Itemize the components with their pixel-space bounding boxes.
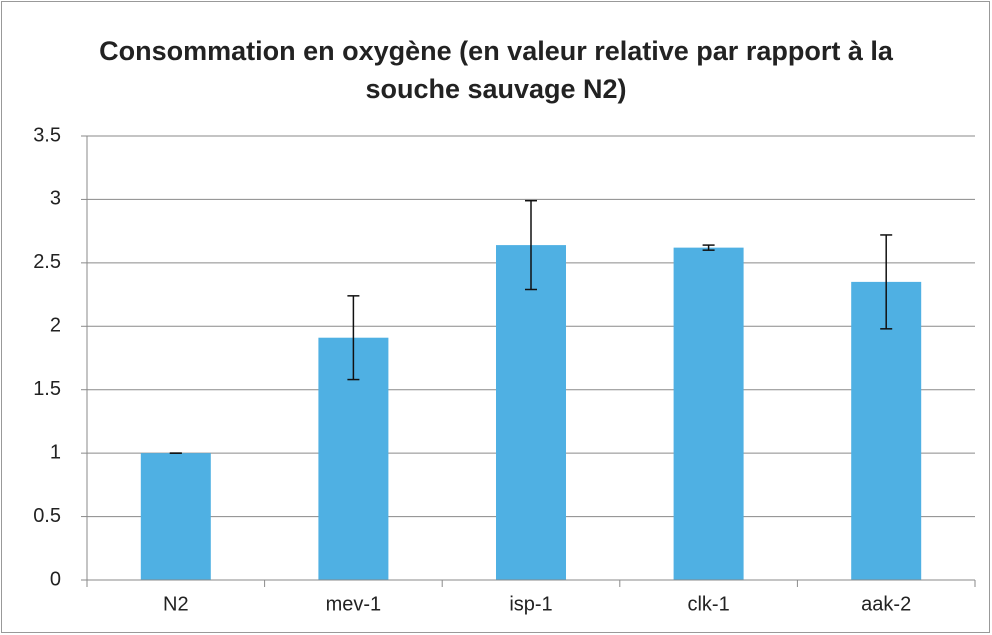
chart-title: Consommation en oxygène (en valeur relat… xyxy=(99,36,893,104)
error-bar xyxy=(347,295,360,381)
bar xyxy=(496,245,566,580)
error-bar xyxy=(702,244,715,251)
x-tick-label: clk-1 xyxy=(687,593,729,615)
y-tick-label: 1.5 xyxy=(33,378,61,400)
error-bar xyxy=(525,199,537,291)
y-tick-label: 0 xyxy=(50,568,61,590)
x-tick-label: aak-2 xyxy=(861,593,911,615)
bar xyxy=(673,247,744,581)
x-tick-label: mev-1 xyxy=(326,593,382,615)
y-tick-label: 1 xyxy=(50,441,61,463)
y-tick-label: 2 xyxy=(50,315,61,337)
x-tick-label: isp-1 xyxy=(509,593,552,615)
y-tick-label: 3.5 xyxy=(33,124,61,146)
y-tick-label: 0.5 xyxy=(33,505,61,527)
bar xyxy=(140,453,211,580)
x-tick-label: N2 xyxy=(163,593,189,615)
bar xyxy=(851,281,922,580)
error-bar xyxy=(880,234,893,330)
y-tick-label: 3 xyxy=(50,188,61,210)
y-tick-label: 2.5 xyxy=(33,251,61,273)
